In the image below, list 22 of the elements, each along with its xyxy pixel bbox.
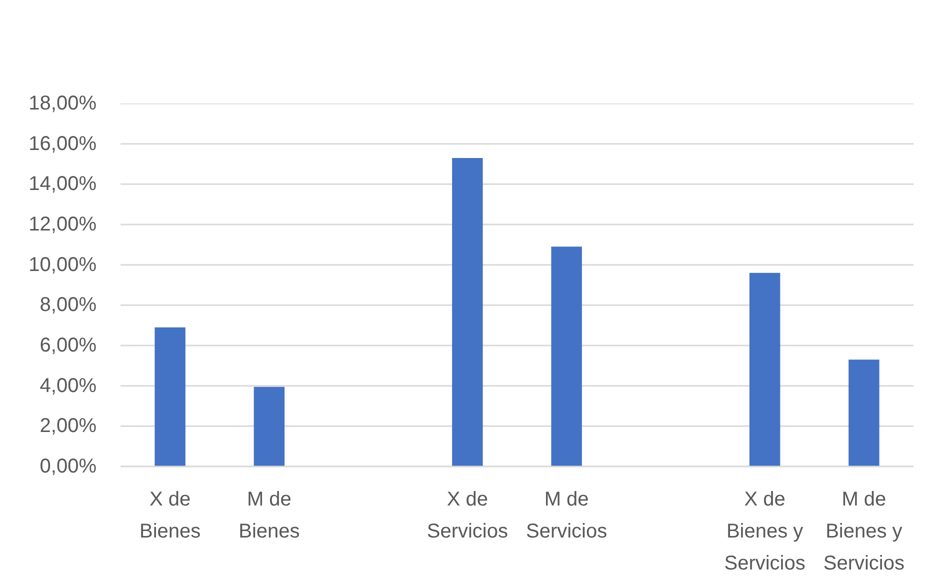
- x-tick-label: M de Bienes y Servicios: [823, 488, 905, 574]
- x-tick-label: X de Servicios: [426, 488, 508, 542]
- x-tick-label: M de Bienes: [238, 488, 300, 542]
- x-tick-label: M de Servicios: [526, 488, 608, 542]
- y-tick-label: 18,00%: [28, 92, 97, 114]
- y-tick-label: 12,00%: [28, 214, 97, 236]
- y-tick-label: 8,00%: [40, 294, 97, 316]
- y-tick-label: 4,00%: [40, 374, 97, 397]
- y-tick-label: 14,00%: [28, 173, 97, 196]
- x-tick-label: X de Bienes y Servicios: [724, 488, 806, 574]
- y-tick-label: 0,00%: [40, 456, 97, 478]
- y-tick-label: 2,00%: [40, 415, 97, 438]
- bar: [848, 360, 880, 466]
- bar: [154, 327, 186, 466]
- y-tick-label: 6,00%: [40, 334, 97, 356]
- bar: [749, 272, 780, 466]
- bar: [254, 386, 285, 466]
- y-tick-label: 16,00%: [28, 132, 97, 155]
- x-tick-label: X de Bienes: [139, 488, 201, 542]
- y-tick-label: 10,00%: [28, 254, 97, 276]
- bar: [551, 246, 582, 466]
- bar: [452, 158, 483, 466]
